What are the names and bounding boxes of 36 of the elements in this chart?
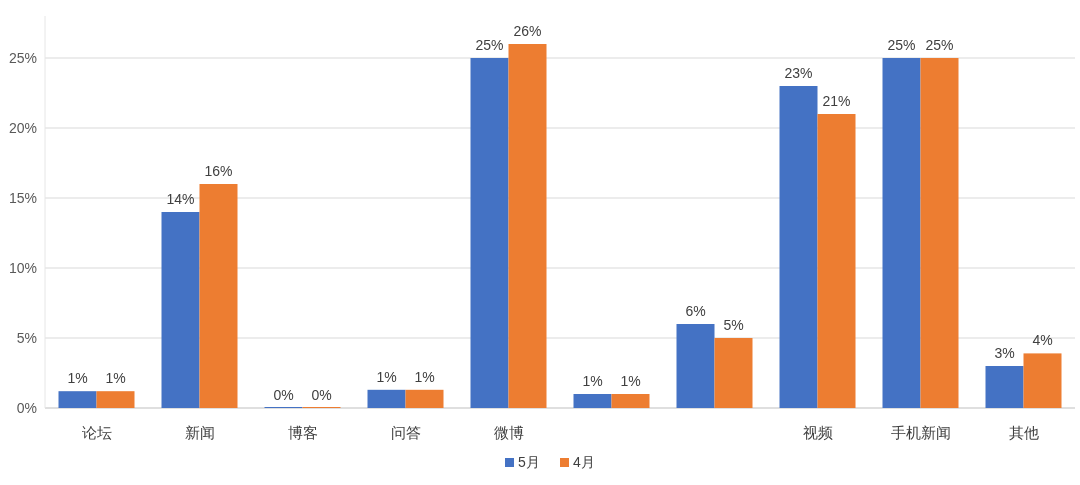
data-label: 6% [685, 303, 706, 319]
x-tick-label: 视频 [802, 424, 833, 441]
x-tick-label: 新闻 [184, 424, 215, 441]
x-tick-label: 博客 [287, 424, 318, 441]
x-tick-label: 微博 [493, 424, 524, 441]
data-label: 5% [723, 317, 744, 333]
data-label: 23% [784, 65, 813, 81]
x-tick-label: 问答 [390, 424, 421, 441]
data-label: 25% [887, 37, 916, 53]
data-label: 25% [475, 37, 504, 53]
data-label: 26% [513, 23, 542, 39]
data-label: 0% [311, 387, 332, 403]
y-tick-label: 5% [16, 330, 37, 346]
y-tick-label: 25% [8, 50, 37, 66]
x-tick-label: 其他 [1008, 424, 1039, 441]
data-label: 14% [166, 191, 195, 207]
data-label: 25% [925, 37, 954, 53]
data-label: 1% [582, 373, 603, 389]
data-label: 1% [414, 368, 435, 385]
data-label: 1% [620, 373, 641, 389]
y-tick-label: 10% [8, 260, 37, 276]
y-tick-label: 20% [8, 120, 37, 136]
x-tick-label: 论坛 [81, 424, 112, 441]
legend-label: 5月 [518, 454, 540, 470]
legend-label: 4月 [573, 454, 595, 470]
x-tick-label: 手机新闻 [890, 424, 951, 441]
y-tick-label: 0% [16, 400, 37, 416]
data-label: 0% [273, 387, 294, 403]
y-tick-label: 15% [8, 190, 37, 206]
data-label: 21% [822, 93, 851, 109]
data-label: 3% [994, 345, 1015, 361]
data-label: 1% [67, 370, 88, 387]
data-label: 16% [204, 163, 233, 179]
data-label: 1% [105, 370, 126, 387]
data-label: 4% [1032, 332, 1053, 349]
data-label: 1% [376, 368, 397, 385]
